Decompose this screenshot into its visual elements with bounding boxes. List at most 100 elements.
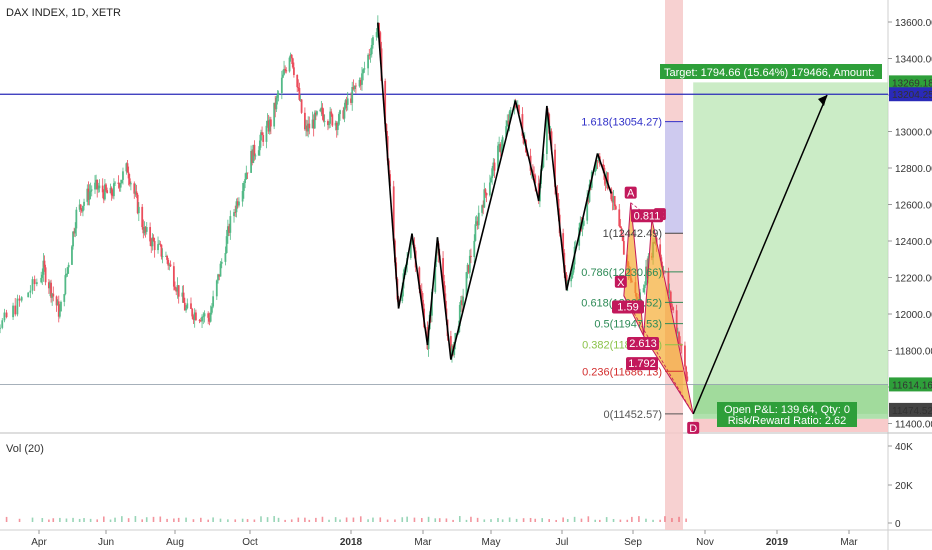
pattern-ratio-badge — [626, 357, 658, 371]
volume-bar — [52, 518, 55, 522]
candle-body — [521, 114, 524, 136]
target-arrow-line[interactable] — [692, 94, 828, 415]
candle-body — [500, 146, 503, 153]
zigzag-segment[interactable] — [596, 153, 612, 194]
volume-bar — [200, 517, 202, 522]
candle-body — [141, 206, 144, 228]
candle-body — [277, 92, 280, 95]
pattern-bcd-triangle[interactable] — [643, 218, 694, 415]
candle-body — [291, 58, 294, 68]
candle-body — [241, 190, 244, 202]
volume-bar — [277, 517, 280, 522]
candle-body — [581, 225, 584, 230]
volume-bar — [372, 517, 374, 522]
candle-body — [643, 284, 646, 289]
candle-body — [158, 243, 161, 245]
candle-body — [29, 290, 32, 293]
candle-body — [313, 112, 316, 129]
candle-body — [458, 305, 461, 327]
candle-body — [75, 209, 78, 229]
candle-body — [613, 196, 616, 207]
volume-bar — [121, 516, 123, 522]
candle-body — [667, 271, 670, 293]
x-axis-tick-label: 2018 — [340, 537, 363, 548]
candle-body — [242, 182, 245, 191]
candle-body — [282, 74, 284, 78]
pattern-point-badge — [687, 421, 700, 434]
profit-zone[interactable] — [693, 82, 888, 414]
volume-bar — [207, 519, 209, 522]
candle-body — [109, 187, 112, 194]
candle-body — [462, 296, 465, 306]
volume-bar — [266, 517, 269, 522]
volume-bar — [192, 519, 195, 522]
candle-body — [316, 111, 318, 115]
candle-body — [133, 183, 136, 194]
x-axis-tick-label: Apr — [31, 537, 47, 548]
candle-body — [663, 271, 666, 273]
volume-bar — [96, 519, 99, 522]
zigzag-segment[interactable] — [397, 233, 413, 309]
candle-body — [322, 114, 325, 122]
price-tag-label: 13269.18 — [892, 78, 932, 89]
candle-body — [126, 163, 129, 173]
volume-bar — [566, 519, 569, 522]
pattern-ratio-label: 0.811 — [634, 210, 661, 222]
candle-body — [236, 201, 239, 206]
candle-body — [73, 231, 76, 234]
candle-body — [149, 227, 152, 242]
price-tag-box — [889, 75, 932, 90]
candle-body — [212, 296, 215, 307]
pattern-point-label: X — [617, 277, 625, 289]
candle-body — [56, 301, 59, 306]
candle-body — [283, 68, 285, 75]
candle-body — [610, 188, 613, 200]
candle-body — [492, 162, 495, 169]
candle-body — [12, 305, 14, 318]
zigzag-segment[interactable] — [411, 233, 429, 346]
candle-body — [142, 227, 145, 234]
candle-body — [88, 191, 91, 200]
volume-bar — [631, 516, 633, 522]
zigzag-segment[interactable] — [537, 105, 548, 201]
fib-level-label: 1(12442.49) — [603, 228, 662, 240]
zigzag-segment[interactable] — [436, 237, 452, 360]
candle-body — [66, 267, 69, 274]
volume-bar — [141, 519, 143, 522]
zigzag-segment[interactable] — [565, 153, 599, 291]
candle-body — [190, 303, 192, 309]
candle-body — [684, 345, 686, 367]
candle-body — [351, 87, 354, 103]
candle-body — [83, 201, 85, 206]
candle-body — [105, 184, 107, 191]
fib-level-label: 0(11452.57) — [603, 409, 662, 421]
candle-body — [166, 256, 168, 260]
volume-bar — [562, 517, 564, 522]
candle-body — [314, 112, 317, 115]
zigzag-segment[interactable] — [426, 237, 439, 346]
zigzag-segment[interactable] — [450, 100, 517, 360]
candle-body — [52, 293, 55, 297]
volume-bar — [664, 516, 666, 522]
x-axis-tick-label: May — [482, 537, 501, 548]
candle-body — [620, 228, 623, 236]
candle-body — [509, 110, 512, 112]
candle-body — [533, 174, 535, 176]
zigzag-segment[interactable] — [377, 22, 400, 309]
volume-bar — [476, 517, 479, 522]
zigzag-segment[interactable] — [546, 105, 568, 291]
candle-body — [470, 255, 472, 257]
candle-body — [490, 178, 492, 183]
volume-bar — [159, 516, 162, 522]
candle-body — [368, 54, 371, 56]
candle-body — [58, 311, 61, 317]
candle-body — [50, 282, 52, 298]
candle-body — [481, 205, 483, 213]
candle-body — [284, 68, 287, 71]
candle-body — [117, 182, 120, 184]
zigzag-segment[interactable] — [514, 100, 540, 202]
candle-body — [14, 305, 17, 315]
volume-bar — [219, 518, 222, 522]
volume-bar — [458, 516, 461, 522]
